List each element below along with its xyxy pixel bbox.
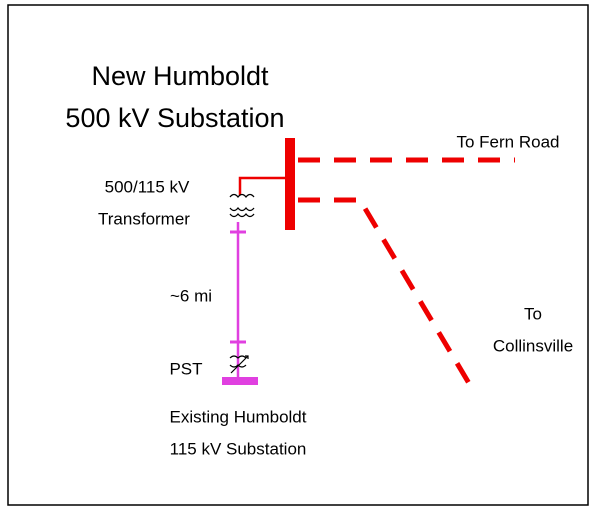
label: Existing Humboldt — [169, 407, 306, 426]
label: Collinsville — [493, 336, 573, 355]
title-line: New Humboldt — [91, 61, 269, 91]
label: To Fern Road — [457, 132, 560, 151]
label: 500/115 kV — [105, 177, 190, 196]
label: 115 kV Substation — [170, 439, 307, 458]
frame — [7, 4, 589, 506]
label: To — [524, 304, 542, 323]
transformer-lead — [238, 176, 290, 195]
label: ~6 mi — [170, 286, 212, 305]
label: PST — [169, 359, 202, 378]
transformer-symbol — [229, 193, 255, 218]
title-line: 500 kV Substation — [65, 103, 284, 133]
pst-symbol — [229, 355, 249, 374]
line-collinsville — [290, 197, 473, 387]
label: Transformer — [98, 209, 190, 228]
